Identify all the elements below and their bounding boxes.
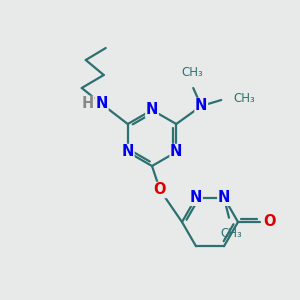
Text: N: N bbox=[195, 98, 207, 113]
Text: CH₃: CH₃ bbox=[220, 227, 242, 240]
Text: N: N bbox=[190, 190, 202, 205]
Text: O: O bbox=[263, 214, 275, 230]
Text: N: N bbox=[122, 145, 134, 160]
Text: N: N bbox=[170, 145, 182, 160]
Text: N: N bbox=[96, 97, 108, 112]
Text: H: H bbox=[82, 97, 94, 112]
Text: N: N bbox=[218, 190, 230, 205]
Text: O: O bbox=[154, 182, 166, 197]
Text: CH₃: CH₃ bbox=[182, 66, 203, 79]
Text: N: N bbox=[146, 103, 158, 118]
Text: CH₃: CH₃ bbox=[233, 92, 255, 106]
